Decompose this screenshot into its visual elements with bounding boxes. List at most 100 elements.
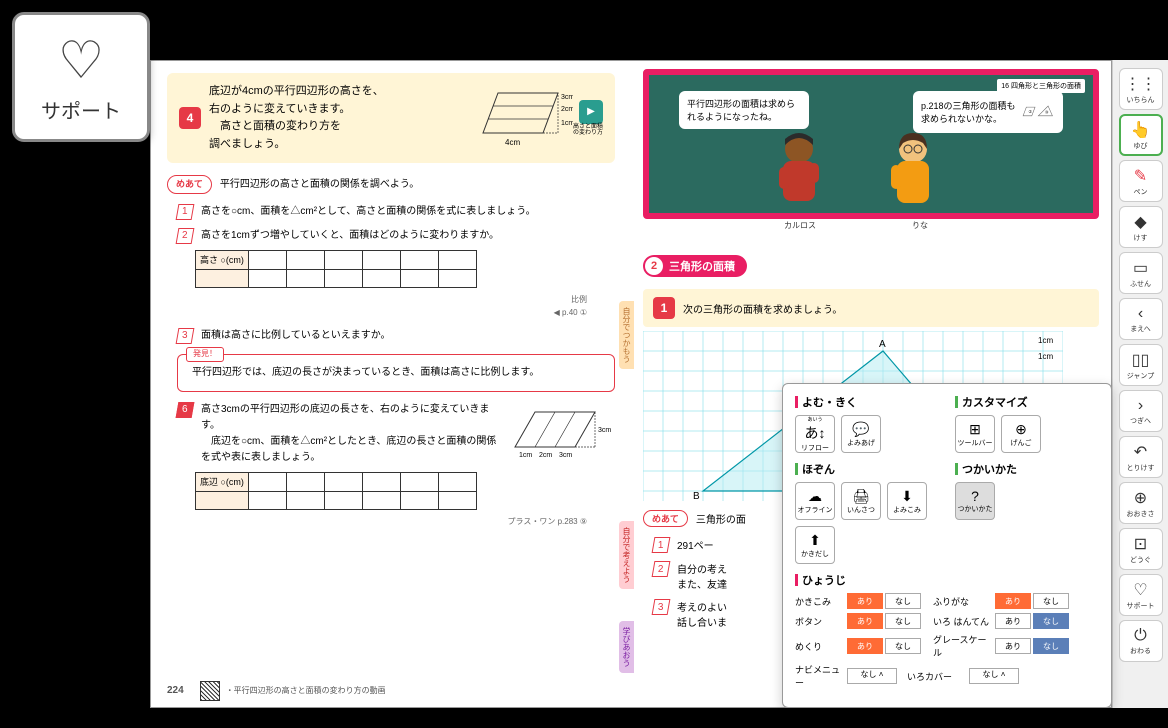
svg-text:3cm: 3cm [598,427,611,434]
page-number: 224 [167,683,184,699]
subq-6-text: 高さ3cmの平行四辺形の底辺の長さを、右のように変えていきます。 底辺を○cm、… [201,402,505,466]
tool-ペン[interactable]: ✎ペン [1119,160,1163,202]
svg-text:2cm: 2cm [539,452,552,459]
heart-icon: ♡ [58,31,105,91]
とりけす-icon: ↶ [1134,442,1147,462]
tool-つぎへ[interactable]: ›つぎへ [1119,390,1163,432]
character-rina [883,129,943,219]
height-table: 高さ ○(cm) [195,250,477,288]
tool-けす[interactable]: ◆けす [1119,206,1163,248]
right-toolbar: ⋮⋮いちらん👆ゆび✎ペン◆けす▭ふせん‹まえへ▯▯ジャンプ›つぎへ↶とりけす⊕お… [1112,60,1168,708]
おわる-icon: ⏻ [1134,627,1147,645]
svg-text:1cm: 1cm [1038,352,1053,361]
problem-4-box: 4 底辺が4cmの平行四辺形の高さを、 右のように変えていきます。 高さと面積の… [167,73,615,163]
discover-badge: 発見！ [186,347,224,362]
section-2-pill: 2 三角形の面積 [643,255,747,277]
tool-とりけす[interactable]: ↶とりけす [1119,436,1163,478]
objective-2-text: 三角形の面 [696,511,746,526]
popup-btn-オフライン[interactable]: ☁オフライン [795,482,835,520]
objective-badge: めあて [167,175,212,193]
table-header: 高さ ○(cm) [196,250,249,269]
support-button[interactable]: ♡ サポート [12,12,150,142]
left-page: 4 底辺が4cmの平行四辺形の高さを、 右のように変えていきます。 高さと面積の… [151,61,631,707]
vtab-think[interactable]: 自分で考えよう [619,521,634,589]
toggle-ボタン-off[interactable]: なし [885,613,921,629]
toggle-めくり-on[interactable]: あり [847,638,883,654]
subq-num-6: 6 [176,402,195,418]
toggle-いろ はんてん-on[interactable]: あり [995,613,1031,629]
tool-おおきさ[interactable]: ⊕おおきさ [1119,482,1163,524]
svg-text:1cm: 1cm [1038,336,1053,345]
toggle-グレースケール-on[interactable]: あり [995,638,1031,654]
objective-2-badge: めあて [643,510,688,527]
parallelogram-figure: 4cm 3cm 2cm 1cm [463,83,573,153]
toggle-ボタン-on[interactable]: あり [847,613,883,629]
select-ナビメニュー[interactable]: なし ˄ [847,668,897,684]
mini-shapes-icon: ② ③ [1022,97,1055,127]
problem-1-num: 1 [653,297,675,319]
popup-btn-いんさつ[interactable]: 🖨いんさつ [841,482,881,520]
ゆび-icon: 👆 [1131,120,1151,140]
sub-question-1: 1 高さを○cm、面積を△cm²として、高さと面積の関係を式に表しましょう。 [177,204,615,220]
いちらん-icon: ⋮⋮ [1125,74,1157,94]
support-label: サポート [41,95,121,124]
select-いろカバー[interactable]: なし ˄ [969,668,1019,684]
vtab-grasp[interactable]: 自分でつかもう [619,301,634,369]
popup-btn-つかいかた[interactable]: ?つかいかた [955,482,995,520]
popup-heading-display: ひょうじ [795,572,1099,588]
toggle-めくり-off[interactable]: なし [885,638,921,654]
popup-heading-save: ほぞん [795,461,939,477]
toggle-グレースケール-off[interactable]: なし [1033,638,1069,654]
speech-bubble-1: 平行四辺形の面積は求められるようになったね。 [679,91,809,129]
popup-btn-ツールバー[interactable]: ⊞ツールバー [955,415,995,453]
media-caption: 高さと面積の変わり方 [573,124,603,137]
popup-btn-かきだし[interactable]: ⬆かきだし [795,526,835,564]
つぎへ-icon: › [1138,397,1143,415]
chalkboard-header: 16 四角形と三角形の面積 平行四辺形の面積は求められるようになったね。 p.2… [643,69,1099,219]
toggle-ふりがな-on[interactable]: あり [995,593,1031,609]
おおきさ-icon: ⊕ [1134,488,1147,508]
vtab-learn[interactable]: 学びあおう [619,621,634,673]
svg-text:B: B [693,491,700,501]
popup-heading-howto: つかいかた [955,461,1099,477]
popup-btn-リフロー[interactable]: あいうあ↕リフロー [795,415,835,453]
ジャンプ-icon: ▯▯ [1132,350,1150,370]
tool-いちらん[interactable]: ⋮⋮いちらん [1119,68,1163,110]
tool-サポート[interactable]: ♡サポート [1119,574,1163,616]
media-play-icon[interactable]: ▶ [579,100,603,124]
popup-btn-よみこみ[interactable]: ⬇よみこみ [887,482,927,520]
popup-btn-よみあげ[interactable]: 💬よみあげ [841,415,881,453]
tool-どうぐ[interactable]: ⊡どうぐ [1119,528,1163,570]
popup-heading-read: よむ・きく [795,394,939,410]
discover-text: 平行四辺形では、底辺の長さが決まっているとき、面積は高さに比例します。 [192,365,600,381]
toggle-かきこみ-off[interactable]: なし [885,593,921,609]
problem-number-4: 4 [179,107,201,129]
tool-おわる[interactable]: ⏻おわる [1119,620,1163,662]
toggle-row-かきこみ: かきこみありなしふりがなありなし [795,593,1099,609]
popup-heading-customize: カスタマイズ [955,394,1099,410]
sub-question-3: 3 面積は高さに比例しているといえますか。 [177,328,615,344]
toggle-row-ナビメニュー: ナビメニューなし ˄いろカバーなし ˄ [795,663,1099,689]
base-table: 底辺 ○(cm) [195,472,477,510]
svg-text:1cm: 1cm [519,452,532,459]
problem-4-text: 底辺が4cmの平行四辺形の高さを、 右のように変えていきます。 高さと面積の変わ… [209,83,463,153]
svg-text:③: ③ [1045,111,1049,115]
tool-ふせん[interactable]: ▭ふせん [1119,252,1163,294]
toggle-ふりがな-off[interactable]: なし [1033,593,1069,609]
tool-ジャンプ[interactable]: ▯▯ジャンプ [1119,344,1163,386]
plus-one-ref: プラス・ワン p.283 ⑨ [167,516,587,529]
svg-text:A: A [879,339,886,350]
speech-bubble-2: p.218の三角形の面積も求められないかな。 ② ③ [913,91,1063,133]
tool-ゆび[interactable]: 👆ゆび [1119,114,1163,156]
character-carlos [769,129,829,219]
toggle-かきこみ-on[interactable]: あり [847,593,883,609]
popup-btn-げんご[interactable]: ⊕げんご [1001,415,1041,453]
どうぐ-icon: ⊡ [1134,534,1147,554]
tool-まえへ[interactable]: ‹まえへ [1119,298,1163,340]
toggle-いろ はんてん-off[interactable]: なし [1033,613,1069,629]
qr-code-icon[interactable] [200,681,220,701]
svg-text:3cm: 3cm [559,452,572,459]
サポート-icon: ♡ [1133,580,1147,600]
settings-popup: よむ・きく あいうあ↕リフロー💬よみあげ カスタマイズ ⊞ツールバー⊕げんご ほ… [782,383,1112,708]
footer-text: ・平行四辺形の高さと面積の変わり方の動画 [226,685,386,698]
